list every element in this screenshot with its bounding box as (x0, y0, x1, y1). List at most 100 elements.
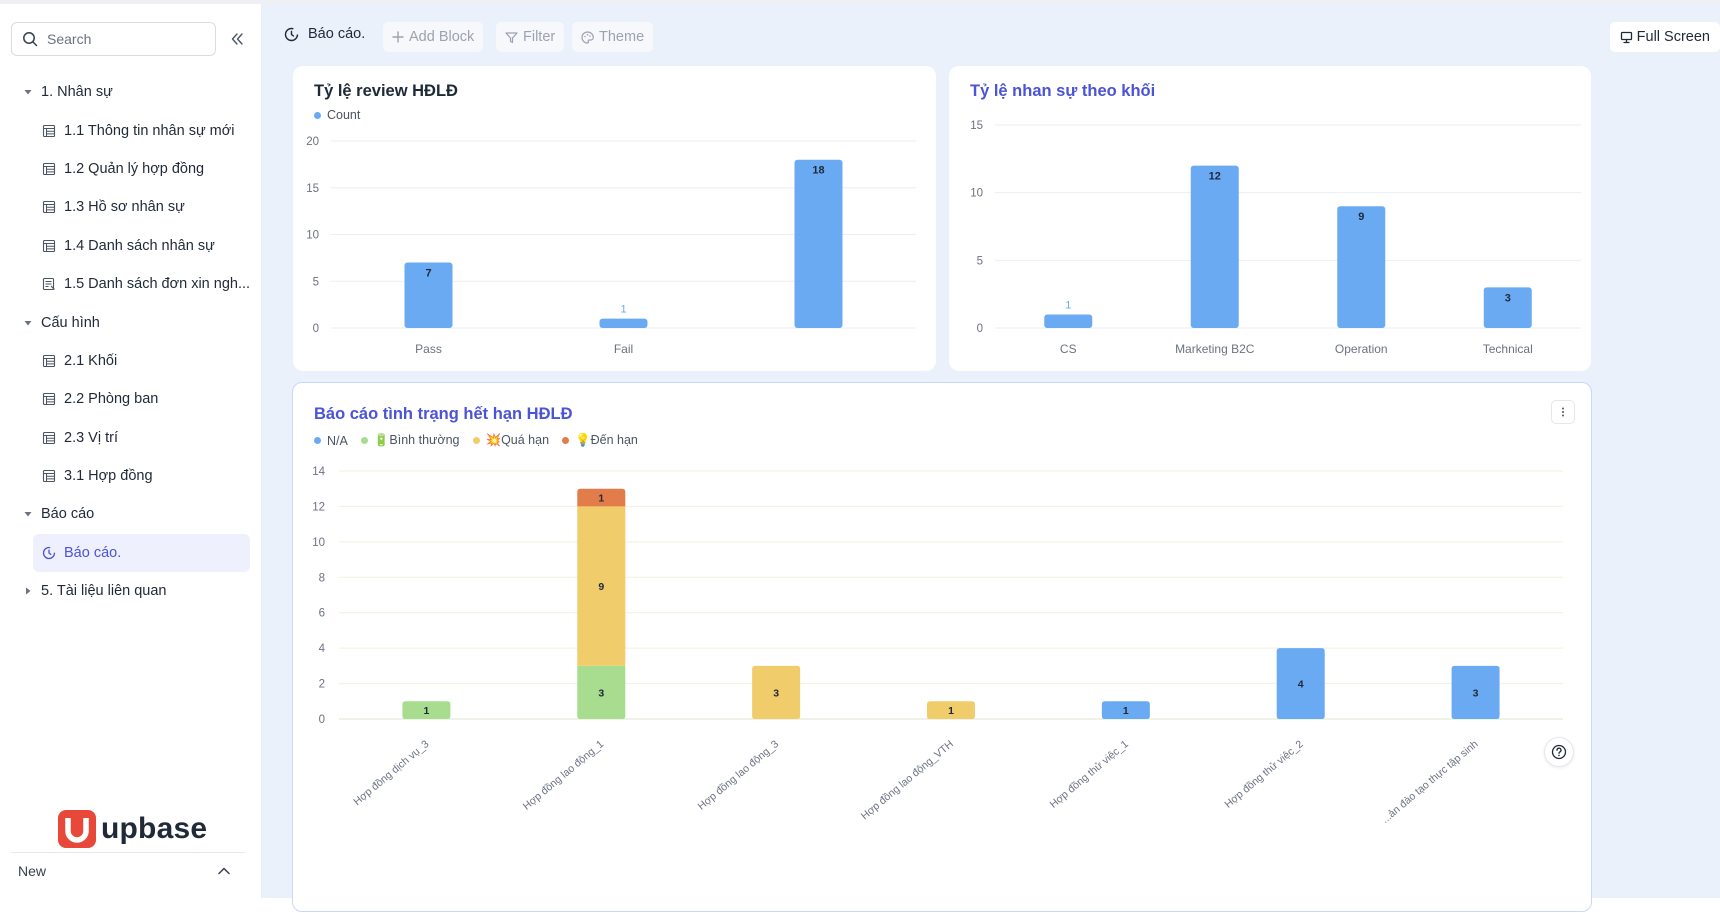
legend-label: 🔋Bình thường (373, 433, 460, 447)
sidebar-item-1-0[interactable]: 2.1 Khối (0, 342, 262, 380)
filter-icon (505, 31, 518, 43)
sidebar-item-0-1[interactable]: 1.2 Quản lý hợp đồng (0, 150, 262, 188)
y-tick-label: 10 (312, 537, 325, 549)
sidebar-item-label: 2.2 Phòng ban (64, 391, 159, 408)
sidebar-group-3[interactable]: 5. Tài liệu liên quan (0, 572, 262, 610)
filter-button[interactable]: Filter (496, 22, 565, 52)
more-options-button[interactable] (1551, 400, 1575, 424)
legend-item[interactable]: 🔋Bình thường (360, 433, 460, 448)
y-tick-label: 2 (319, 679, 325, 691)
theme-label: Theme (599, 29, 645, 45)
table-icon (42, 162, 56, 176)
data-label: 1 (620, 304, 626, 316)
bar (599, 318, 648, 328)
chart-title: Tỷ lệ review HĐLĐ (314, 82, 458, 100)
bar-segment (752, 665, 801, 719)
y-tick-label: 5 (977, 255, 983, 267)
x-tick-label: Technical (1483, 342, 1533, 356)
sidebar-item-1-3[interactable]: 3.1 Hợp đồng (0, 457, 262, 495)
bar-segment (577, 665, 626, 719)
bar-segment (577, 506, 626, 666)
chart-title: Báo cáo tình trạng hết hạn HĐLĐ (314, 405, 573, 423)
help-button[interactable] (1544, 737, 1574, 767)
table-icon (42, 239, 56, 253)
sidebar-group-1[interactable]: Cấu hình (0, 303, 262, 341)
caret-right-icon (21, 584, 35, 598)
toolbar: Báo cáo. Add Block Filter Theme Full Scr… (262, 4, 1720, 64)
x-tick-label: Hợp đồng lao động_VTH (859, 738, 956, 822)
x-tick-label: Hợp đồng dịch vụ_3 (351, 738, 431, 808)
sidebar-item-1-1[interactable]: 2.2 Phòng ban (0, 380, 262, 418)
bar-segment (1101, 701, 1150, 719)
help-icon (1551, 744, 1567, 760)
add-block-button[interactable]: Add Block (383, 22, 484, 52)
legend-item[interactable]: 💥Quá hạn (472, 433, 549, 448)
search-input[interactable] (47, 31, 207, 47)
y-tick-label: 0 (313, 323, 319, 335)
bar (1190, 165, 1239, 328)
data-label: 18 (812, 165, 824, 177)
double-chevron-left-icon (231, 33, 243, 45)
legend-swatch (314, 437, 321, 444)
window-top-border (0, 0, 1720, 4)
report-icon (42, 546, 56, 560)
bar-segment (1276, 648, 1325, 719)
chart-title: Tỷ lệ nhan sự theo khối (970, 82, 1156, 100)
new-button[interactable]: New (11, 852, 245, 888)
sidebar-item-label: 1.3 Hồ sơ nhân sự (64, 199, 185, 216)
sidebar-group-0[interactable]: 1. Nhân sự (0, 73, 262, 111)
search-box[interactable] (11, 22, 216, 56)
full-screen-label: Full Screen (1636, 29, 1710, 45)
bar (1044, 314, 1093, 328)
y-tick-label: 6 (319, 608, 325, 620)
legend-item[interactable]: Count (314, 108, 360, 122)
caret-down-icon (21, 316, 35, 330)
breadcrumb-label: Báo cáo. (308, 26, 366, 42)
form-icon (42, 277, 56, 291)
sidebar-item-2-0[interactable]: Báo cáo. (33, 533, 250, 573)
legend-swatch (472, 437, 480, 444)
x-tick-label: Hợp đồng lao động_3 (696, 738, 782, 813)
chevron-up-icon (218, 867, 230, 874)
sidebar-item-label: 2.3 Vị trí (64, 429, 118, 446)
review-chart-card: Tỷ lệ review HĐLĐ Count 0 5 10 15 20 7 Pass 1 Fa… (293, 66, 936, 371)
x-tick-label: Pass (415, 342, 442, 356)
sidebar-item-0-2[interactable]: 1.3 Hồ sơ nhân sự (0, 188, 262, 226)
x-tick-label: Hợp đồng lao động_1 (521, 738, 607, 813)
x-tick-label: Operation (1335, 342, 1388, 356)
sidebar-item-label: Báo cáo. (64, 544, 122, 561)
y-tick-label: 8 (319, 572, 325, 584)
theme-button[interactable]: Theme (572, 22, 654, 52)
sidebar-group-2[interactable]: Báo cáo (0, 495, 262, 533)
search-icon (23, 32, 38, 47)
y-tick-label: 10 (306, 230, 319, 242)
data-label: 7 (425, 268, 431, 280)
sidebar-item-0-0[interactable]: 1.1 Thông tin nhân sự mới (0, 111, 262, 149)
x-tick-label: Fail (614, 342, 633, 356)
legend-item[interactable]: N/A (314, 434, 348, 448)
sidebar-item-0-3[interactable]: 1.4 Danh sách nhân sự (0, 227, 262, 265)
bar (1337, 206, 1386, 328)
palette-icon (581, 30, 594, 44)
table-icon (42, 469, 56, 483)
plus-icon (392, 31, 404, 43)
full-screen-button[interactable]: Full Screen (1609, 22, 1720, 52)
data-label: 3 (1505, 292, 1511, 304)
collapse-sidebar-button[interactable] (226, 28, 248, 50)
table-icon (42, 392, 56, 406)
data-label: 3 (1473, 687, 1479, 699)
legend-label: Count (327, 108, 361, 122)
sidebar-tree: 1. Nhân sự 1.1 Thông tin nhân sự mới 1.2 Q… (0, 73, 262, 610)
sidebar-item-1-2[interactable]: 2.3 Vị trí (0, 419, 262, 457)
legend-item[interactable]: 💡Đến hạn (562, 433, 638, 448)
y-tick-label: 0 (319, 714, 325, 726)
bar-segment (927, 701, 975, 719)
x-tick-label: ...ản đào tạo thực tập sinh (1379, 738, 1480, 826)
upbase-logo-icon (58, 810, 96, 848)
sidebar-group-label: Báo cáo (41, 506, 95, 523)
sidebar-item-label: 3.1 Hợp đồng (64, 468, 153, 485)
table-icon (42, 431, 56, 445)
sidebar-item-0-4[interactable]: 1.5 Danh sách đơn xin ngh... (0, 265, 262, 303)
bar (404, 262, 453, 328)
